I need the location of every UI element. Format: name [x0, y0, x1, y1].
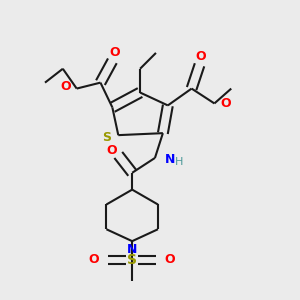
Text: S: S — [127, 253, 137, 267]
Text: O: O — [165, 254, 175, 266]
Text: O: O — [109, 46, 120, 59]
Text: O: O — [195, 50, 206, 63]
Text: O: O — [60, 80, 71, 93]
Text: O: O — [220, 97, 231, 110]
Text: H: H — [175, 157, 183, 167]
Text: O: O — [89, 254, 100, 266]
Text: O: O — [106, 143, 117, 157]
Text: S: S — [102, 130, 111, 144]
Text: N: N — [127, 243, 137, 256]
Text: N: N — [165, 153, 175, 167]
